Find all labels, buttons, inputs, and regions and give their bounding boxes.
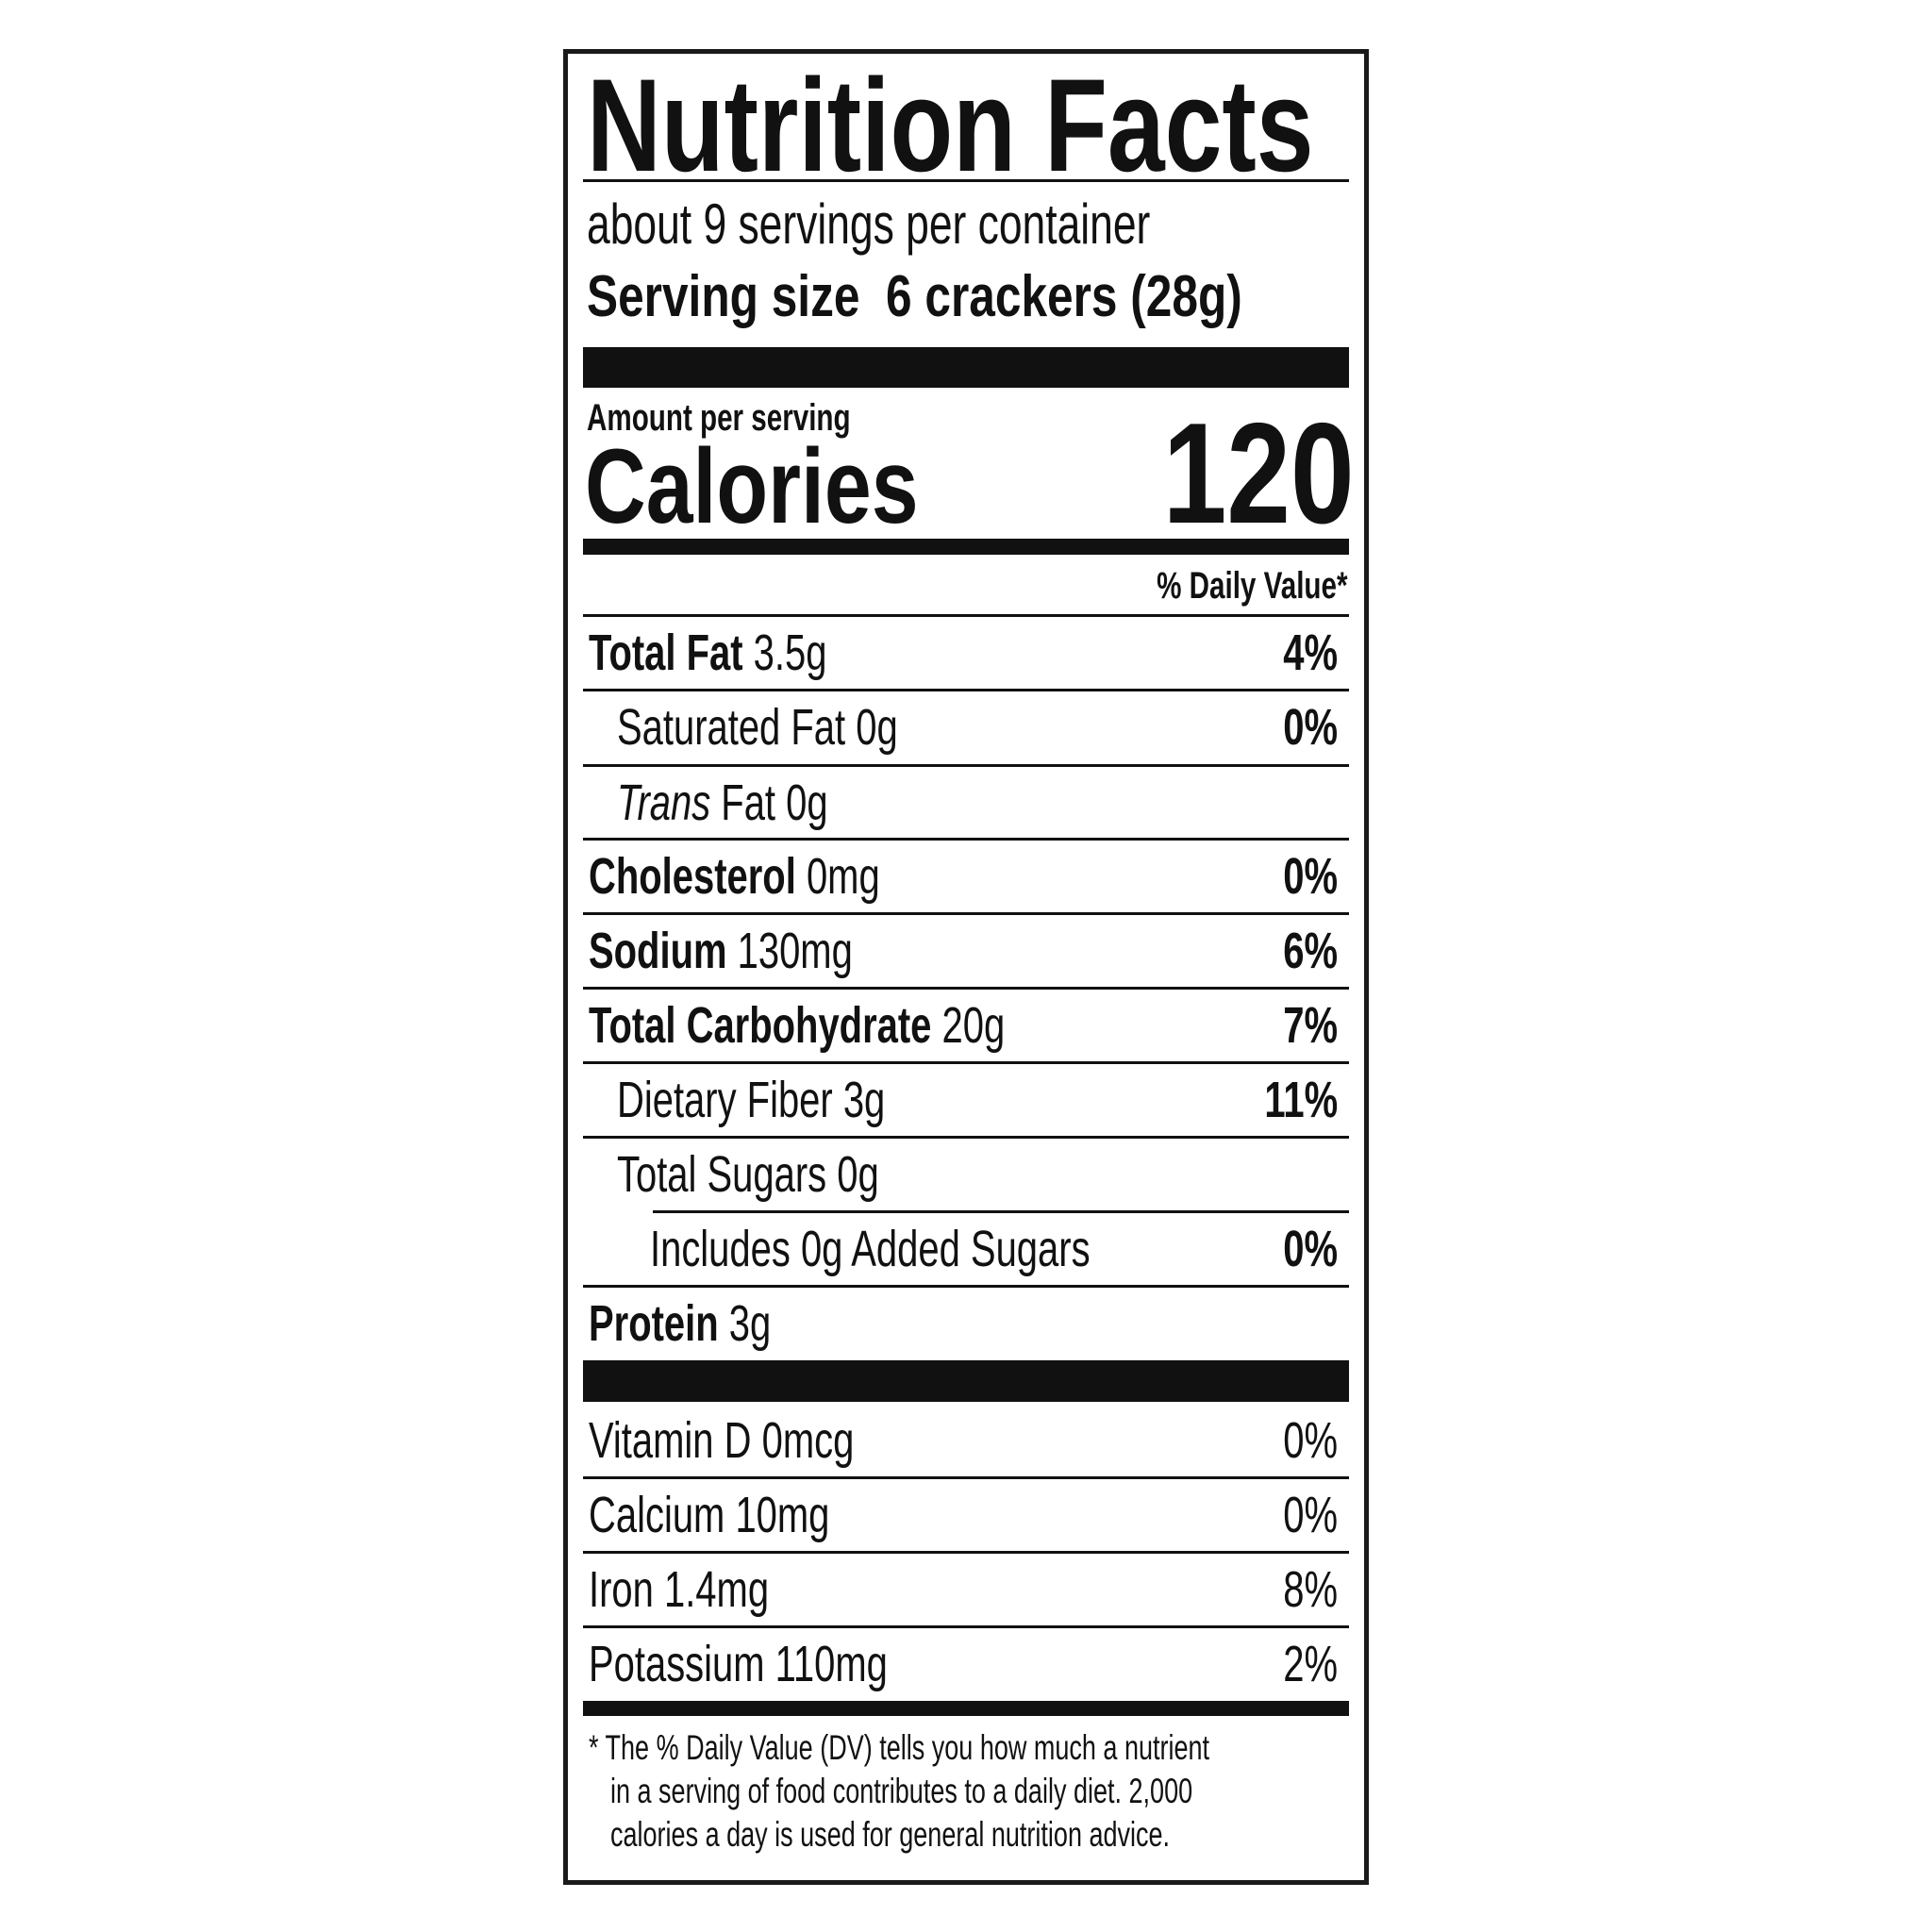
divider (583, 912, 1349, 915)
calories-label: Calories (585, 427, 919, 545)
divider (583, 614, 1349, 617)
vitamin-row-potassium: Potassium 110mg 2% (589, 1635, 1338, 1692)
calories-value: 120 (1163, 393, 1355, 554)
divider (583, 1625, 1349, 1628)
nutrient-row-total-carbohydrate: Total Carbohydrate 20g 7% (589, 996, 1338, 1054)
divider (583, 1551, 1349, 1554)
nutrient-row-total-sugars: Total Sugars 0g (617, 1145, 879, 1203)
divider (653, 1210, 1349, 1213)
divider (583, 689, 1349, 691)
label-title: Nutrition Facts (587, 51, 1314, 199)
vitamin-row-calcium: Calcium 10mg 0% (589, 1486, 1338, 1543)
serving-size: Serving size 6 crackers (28g) (587, 264, 1242, 329)
footnote: * The % Daily Value (DV) tells you how m… (589, 1726, 1353, 1857)
divider (583, 764, 1349, 767)
amount-per-serving: Amount per serving (587, 397, 851, 439)
nutrient-row-dietary-fiber: Dietary Fiber 3g 11% (617, 1071, 1338, 1128)
divider (583, 1285, 1349, 1288)
vitamin-row-vitamin-d: Vitamin D 0mcg 0% (589, 1411, 1338, 1469)
medium-divider (583, 539, 1349, 555)
nutrient-row-trans-fat: Trans Fat 0g (617, 774, 828, 831)
nutrient-row-cholesterol: Cholesterol 0mg 0% (589, 847, 1338, 905)
footnote-line: in a serving of food contributes to a da… (610, 1772, 1193, 1810)
medium-divider (583, 1701, 1349, 1716)
nutrition-label-frame (563, 49, 1369, 1885)
footnote-line: * The % Daily Value (DV) tells you how m… (589, 1728, 1210, 1767)
divider (583, 838, 1349, 841)
nutrient-row-added-sugars: Includes 0g Added Sugars 0% (650, 1220, 1338, 1277)
daily-value-header: % Daily Value* (1156, 565, 1347, 607)
thick-divider (583, 1360, 1349, 1402)
nutrient-row-sodium: Sodium 130mg 6% (589, 922, 1338, 979)
divider (583, 179, 1349, 182)
divider (583, 1476, 1349, 1479)
thick-divider (583, 347, 1349, 388)
vitamin-row-iron: Iron 1.4mg 8% (589, 1560, 1338, 1618)
footnote-line: calories a day is used for general nutri… (610, 1815, 1171, 1854)
divider (583, 1136, 1349, 1139)
servings-per-container: about 9 servings per container (587, 192, 1151, 256)
nutrient-row-protein: Protein 3g (589, 1294, 772, 1352)
divider (583, 1061, 1349, 1064)
divider (583, 987, 1349, 990)
nutrient-row-total-fat: Total Fat 3.5g 4% (589, 624, 1338, 681)
nutrient-row-saturated-fat: Saturated Fat 0g 0% (617, 698, 1338, 756)
